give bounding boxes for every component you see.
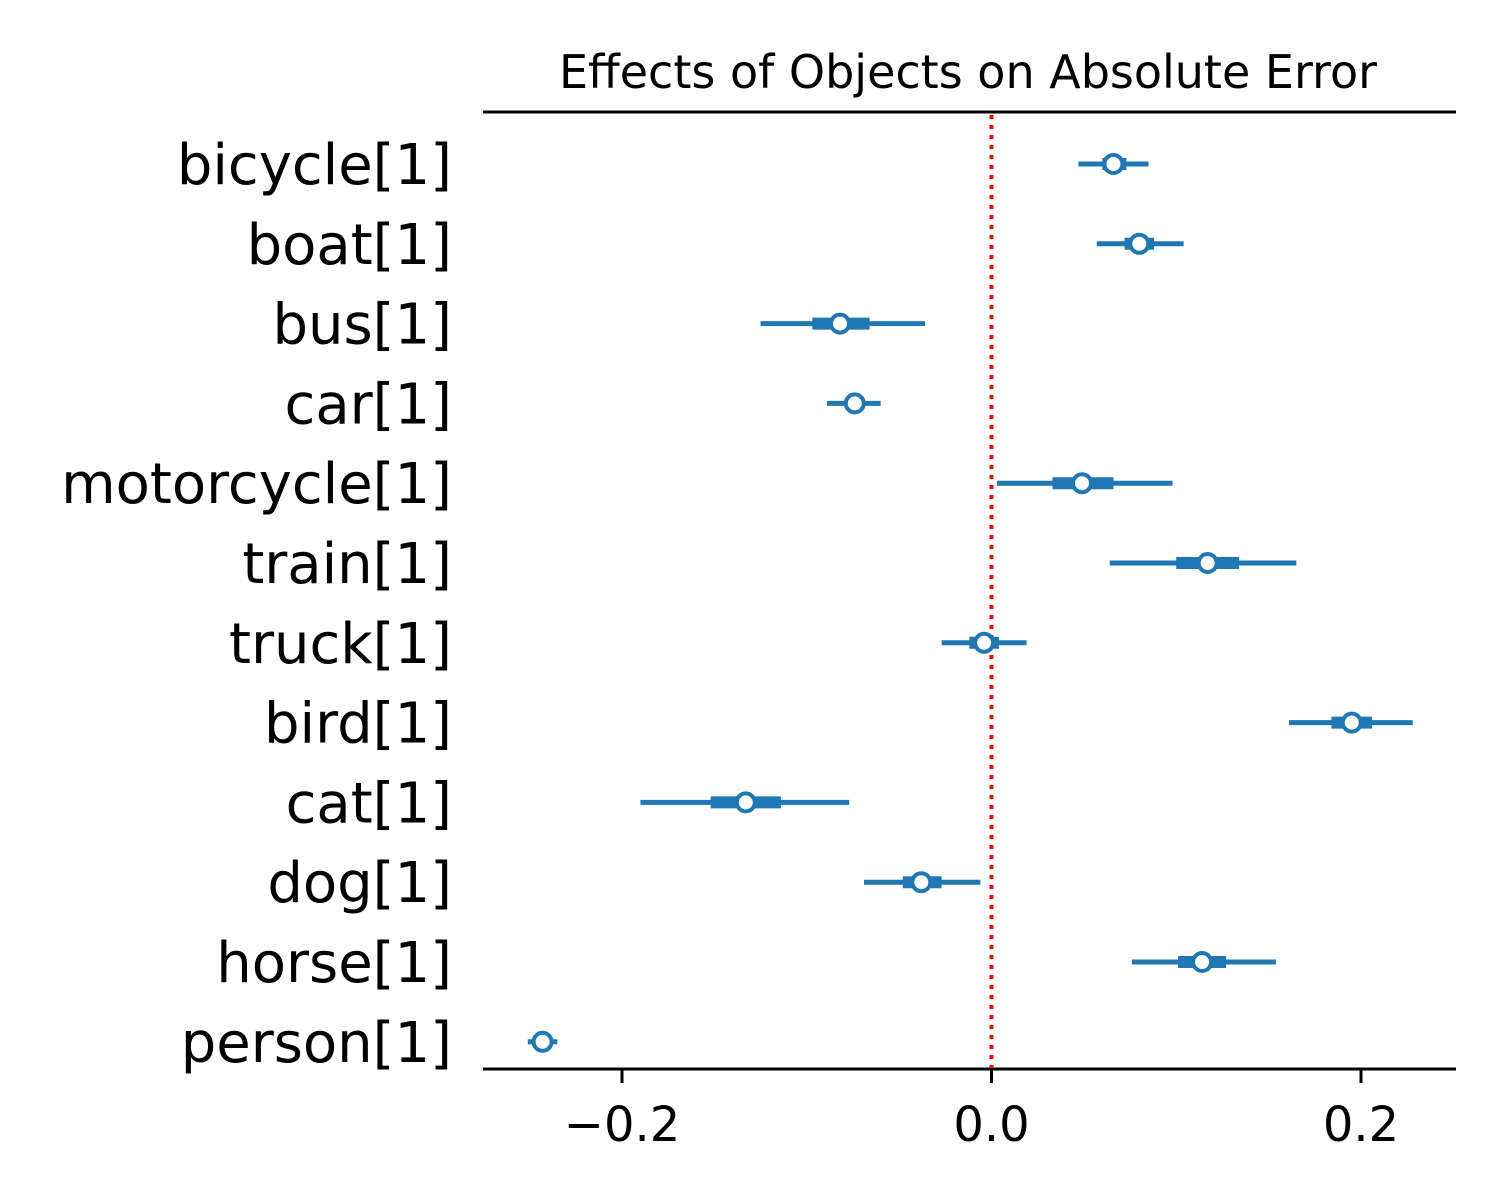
estimate-row [997, 472, 1173, 495]
category-label: bicycle[1] [177, 133, 452, 198]
category-label: motorcycle[1] [61, 452, 452, 517]
estimate-row [1096, 232, 1184, 255]
category-label: dog[1] [267, 851, 452, 916]
category-labels: bicycle[1] boat[1] bus[1] car[1] motorcycle[… [61, 133, 452, 1076]
estimate-row [1078, 153, 1149, 175]
mean-point-marker [910, 871, 933, 894]
category-label: bird[1] [264, 692, 452, 757]
mean-point-marker [829, 312, 852, 335]
estimate-row [760, 312, 925, 335]
mean-point-marker [1191, 951, 1214, 973]
mean-point-marker [1071, 472, 1094, 495]
x-tick-label: 0.2 [1323, 1097, 1399, 1153]
estimate-row [1131, 951, 1277, 973]
category-label: cat[1] [286, 771, 452, 836]
mean-point-marker [1102, 153, 1125, 175]
mean-point-marker [531, 1030, 554, 1053]
x-tick-label: 0.0 [953, 1097, 1029, 1153]
mean-point-marker [734, 791, 757, 814]
estimate-row [864, 871, 981, 894]
category-label: train[1] [242, 532, 452, 597]
category-label: car[1] [285, 372, 452, 437]
mean-point-marker [843, 392, 866, 415]
estimate-row [827, 392, 881, 415]
x-axis-ticks: −0.2 0.0 0.2 [564, 1069, 1399, 1153]
category-label: person[1] [181, 1011, 452, 1076]
chart-title: Effects of Objects on Absolute Error [559, 45, 1377, 99]
estimate-row [941, 631, 1027, 654]
x-tick-label: −0.2 [564, 1097, 681, 1153]
estimate-row [527, 1030, 558, 1053]
estimate-row [1288, 711, 1413, 734]
mean-point-marker [973, 631, 996, 654]
estimate-row [640, 791, 850, 814]
estimate-row [1109, 552, 1297, 574]
mean-point-marker [1128, 232, 1151, 255]
mean-point-marker [1340, 711, 1363, 734]
estimate-marks [527, 153, 1413, 1053]
mean-point-marker [1196, 552, 1219, 574]
category-label: boat[1] [247, 213, 452, 278]
category-label: horse[1] [216, 931, 452, 996]
category-label: truck[1] [229, 612, 452, 677]
category-label: bus[1] [272, 293, 452, 358]
